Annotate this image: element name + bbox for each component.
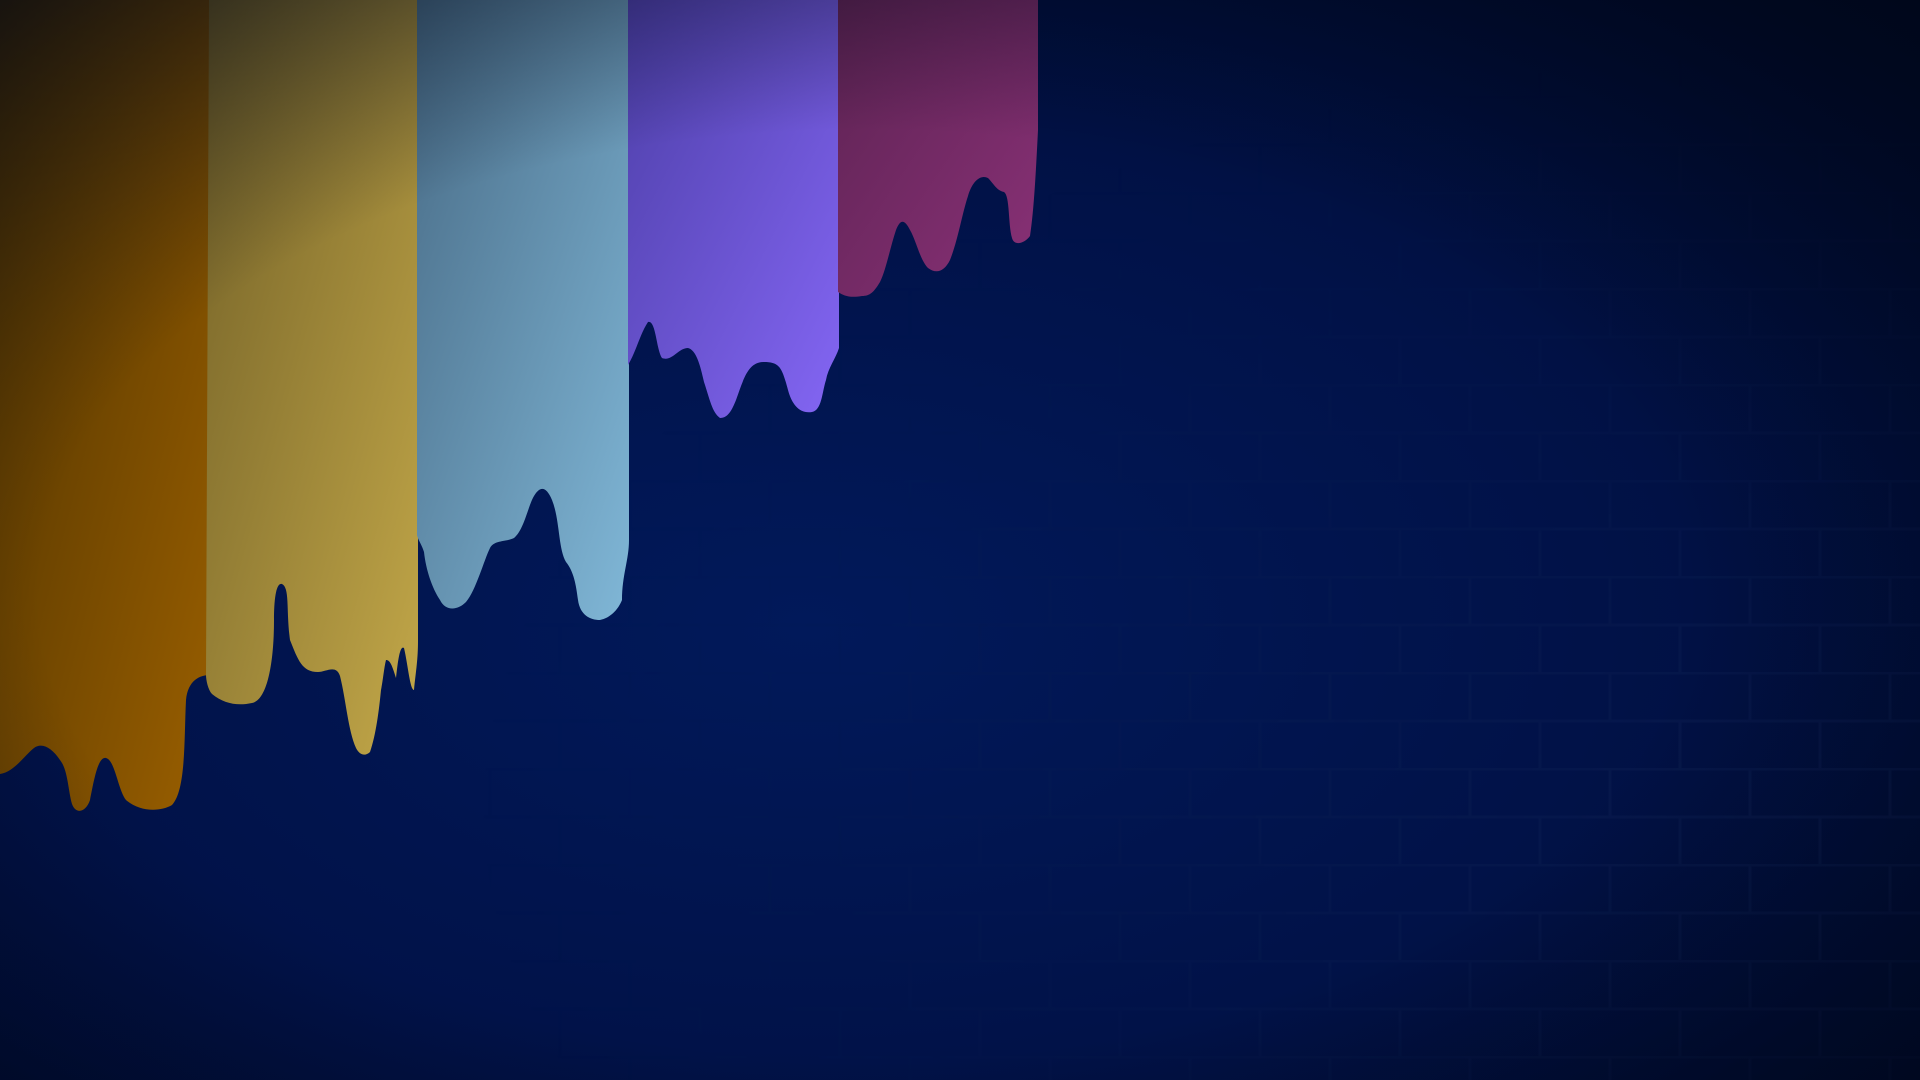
desktop[interactable] <box>0 0 1920 1080</box>
wallpaper <box>0 0 1920 1080</box>
wallpaper-vignette <box>0 0 1920 1080</box>
